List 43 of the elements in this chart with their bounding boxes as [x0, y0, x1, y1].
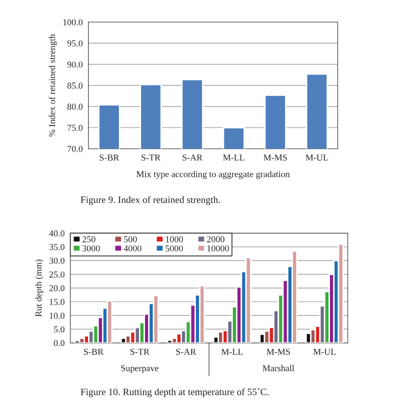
- text: Superpave: [121, 365, 158, 374]
- legend-label: 4000: [124, 245, 142, 252]
- x-tick-label: M-MS: [264, 154, 287, 161]
- legend-label: 10000: [207, 245, 229, 252]
- x-axis-title: Mix type according to aggregate gradation: [136, 170, 290, 180]
- y-tick-label: 75.0: [68, 124, 83, 131]
- y-tick-label: 85.0: [67, 82, 83, 89]
- x-tick-label: S-AR: [182, 154, 203, 161]
- y-tick-label: 5.0: [54, 326, 64, 332]
- y-tick-label: 30.0: [49, 258, 64, 264]
- y-tick-label: 0.0: [54, 340, 64, 346]
- caption: Figure 9. Index of retained strength.: [80, 196, 220, 206]
- x-tick-label: M-UL: [306, 154, 328, 161]
- x-tick-label: S-BR: [100, 154, 120, 161]
- x-tick-label: S-AR: [176, 348, 196, 355]
- x-tick-label: M-MS: [266, 348, 290, 355]
- y-tick-label: 70.0: [68, 146, 83, 152]
- y-tick-label: 25.0: [49, 271, 64, 278]
- text: Marshall: [262, 364, 294, 372]
- y-tick-label: 40.0: [49, 230, 64, 236]
- y-tick-label: 10.0: [50, 312, 64, 319]
- legend-label: 3000: [82, 245, 100, 252]
- y-tick-label: 20.0: [49, 285, 64, 292]
- x-tick-label: S-TR: [130, 348, 150, 355]
- x-tick-label: S-BR: [84, 348, 104, 355]
- x-tick-label: M-UL: [313, 348, 336, 355]
- x-tick-label: S-TR: [142, 154, 161, 161]
- y-tick-label: 80.0: [67, 104, 83, 110]
- legend-label: 5000: [166, 245, 183, 252]
- legend-label: 500: [124, 236, 137, 242]
- legend-label: 250: [82, 236, 96, 242]
- y-axis-title: Rut depth (mm): [35, 260, 44, 317]
- y-tick-label: 15.0: [50, 298, 64, 306]
- y-tick-label: 95.0: [67, 40, 83, 46]
- y-axis-title: % Index of retained strength: [48, 34, 58, 137]
- y-tick-label: 90.0: [67, 61, 83, 68]
- caption: Figure 10. Rutting depth at temperature of 55˚C.: [80, 388, 268, 398]
- x-tick-label: M-LL: [221, 348, 243, 355]
- legend-label: 2000: [207, 236, 224, 242]
- legend-label: 1000: [166, 236, 183, 242]
- x-tick-label: M-LL: [223, 154, 244, 161]
- y-tick-label: 100.0: [63, 19, 83, 26]
- y-tick-label: 35.0: [49, 244, 64, 250]
